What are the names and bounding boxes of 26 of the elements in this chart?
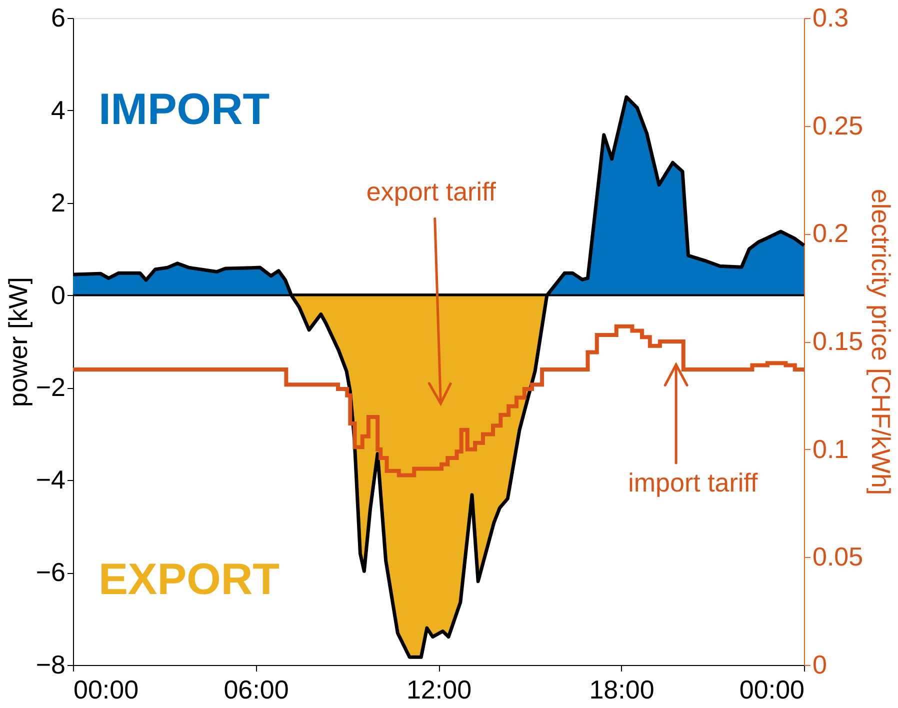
y2-tick-label: 0.2: [812, 218, 849, 248]
y-tick-label: −8: [36, 650, 66, 680]
y2-tick-label: 0.25: [812, 110, 864, 140]
x-tick-label: 12:00: [406, 674, 472, 704]
x-tick-label: 00:00: [739, 674, 804, 704]
y2-tick-label: 0.1: [812, 434, 849, 464]
text: IMPORT: [98, 84, 270, 134]
y-tick-label: −6: [36, 557, 66, 588]
annotation: export tariff: [366, 176, 497, 207]
y-tick-label: 0: [51, 280, 66, 310]
y-tick-label: 4: [51, 94, 66, 125]
y-axis-title: power [kW]: [2, 276, 33, 408]
x-tick-label: 18:00: [589, 674, 654, 704]
y-tick-label: 2: [51, 187, 66, 218]
x-tick-label: 06:00: [224, 674, 289, 704]
y2-tick-label: 0: [812, 650, 827, 680]
x-tick-label: 00:00: [74, 674, 139, 704]
y-tick-label: −2: [36, 372, 66, 402]
series-label: EXPORT: [98, 555, 280, 604]
annotation: import tariff: [628, 468, 758, 498]
y2-tick-label: 0.05: [812, 542, 864, 572]
y2-tick-label: 0.15: [812, 326, 864, 356]
y-tick-label: 6: [51, 2, 66, 32]
y-tick-label: −4: [36, 464, 66, 495]
y2-tick-label: 0.3: [812, 2, 849, 32]
y2-axis-title: electricity price [CHF/kWh]: [866, 188, 896, 496]
